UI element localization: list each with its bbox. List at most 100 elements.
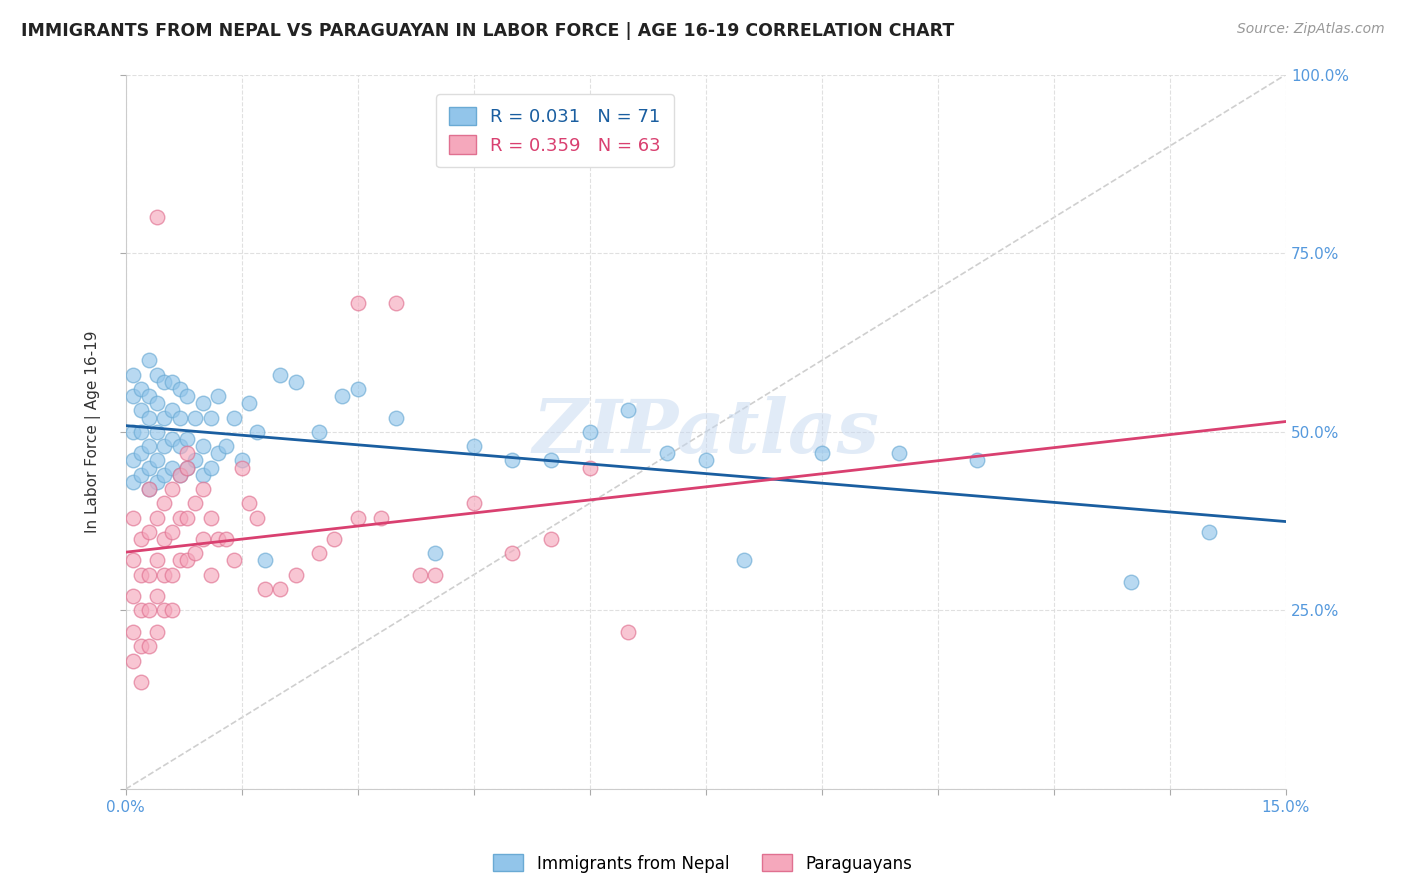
Point <box>176 432 198 446</box>
Text: Source: ZipAtlas.com: Source: ZipAtlas.com <box>1237 22 1385 37</box>
Point <box>200 510 222 524</box>
Point <box>169 439 191 453</box>
Point <box>176 460 198 475</box>
Point <box>423 546 446 560</box>
Point <box>122 389 145 403</box>
Point <box>145 211 167 225</box>
Point <box>129 639 152 653</box>
Point <box>385 296 408 310</box>
Point <box>153 410 176 425</box>
Point <box>176 389 198 403</box>
Point <box>129 675 152 690</box>
Point <box>129 467 152 482</box>
Point <box>145 425 167 439</box>
Point <box>253 553 276 567</box>
Point <box>129 567 152 582</box>
Point <box>129 446 152 460</box>
Point <box>169 410 191 425</box>
Point <box>215 439 238 453</box>
Point <box>138 460 160 475</box>
Point <box>1121 574 1143 589</box>
Point <box>269 582 291 596</box>
Point <box>695 453 717 467</box>
Point <box>811 446 834 460</box>
Point <box>129 403 152 417</box>
Point <box>231 460 253 475</box>
Point <box>184 496 207 510</box>
Point <box>122 589 145 603</box>
Point <box>408 567 430 582</box>
Point <box>122 653 145 667</box>
Point <box>191 532 214 546</box>
Point <box>501 546 523 560</box>
Point <box>145 368 167 382</box>
Point <box>222 553 245 567</box>
Point <box>145 475 167 489</box>
Point <box>617 403 640 417</box>
Point <box>176 510 198 524</box>
Point <box>191 439 214 453</box>
Point <box>169 553 191 567</box>
Point <box>169 382 191 396</box>
Point <box>184 453 207 467</box>
Point <box>138 567 160 582</box>
Point <box>129 532 152 546</box>
Point <box>540 532 562 546</box>
Point <box>160 403 183 417</box>
Point <box>153 567 176 582</box>
Text: ZIPatlas: ZIPatlas <box>533 395 879 468</box>
Point <box>153 496 176 510</box>
Point <box>160 432 183 446</box>
Point <box>138 389 160 403</box>
Point <box>191 482 214 496</box>
Point <box>153 603 176 617</box>
Point <box>222 410 245 425</box>
Point <box>145 510 167 524</box>
Point <box>238 396 260 410</box>
Point <box>463 439 485 453</box>
Point <box>284 375 307 389</box>
Point <box>238 496 260 510</box>
Point <box>200 410 222 425</box>
Point <box>207 389 229 403</box>
Point <box>122 624 145 639</box>
Legend: R = 0.031   N = 71, R = 0.359   N = 63: R = 0.031 N = 71, R = 0.359 N = 63 <box>436 95 673 168</box>
Point <box>122 425 145 439</box>
Point <box>153 467 176 482</box>
Point <box>346 510 368 524</box>
Point <box>184 546 207 560</box>
Point <box>160 603 183 617</box>
Point <box>138 353 160 368</box>
Point <box>346 296 368 310</box>
Point <box>207 532 229 546</box>
Point <box>231 453 253 467</box>
Point <box>191 467 214 482</box>
Point <box>346 382 368 396</box>
Point <box>330 389 353 403</box>
Point <box>138 524 160 539</box>
Point <box>160 460 183 475</box>
Point <box>138 439 160 453</box>
Point <box>138 639 160 653</box>
Point <box>145 396 167 410</box>
Point <box>207 446 229 460</box>
Point <box>540 453 562 467</box>
Point <box>145 453 167 467</box>
Point <box>501 453 523 467</box>
Point <box>138 482 160 496</box>
Point <box>138 410 160 425</box>
Point <box>1198 524 1220 539</box>
Point <box>122 510 145 524</box>
Point <box>122 453 145 467</box>
Point <box>160 524 183 539</box>
Point <box>215 532 238 546</box>
Point <box>308 425 330 439</box>
Point <box>145 589 167 603</box>
Point <box>246 425 269 439</box>
Point <box>200 567 222 582</box>
Point <box>129 603 152 617</box>
Point <box>253 582 276 596</box>
Point <box>129 382 152 396</box>
Point <box>385 410 408 425</box>
Point <box>308 546 330 560</box>
